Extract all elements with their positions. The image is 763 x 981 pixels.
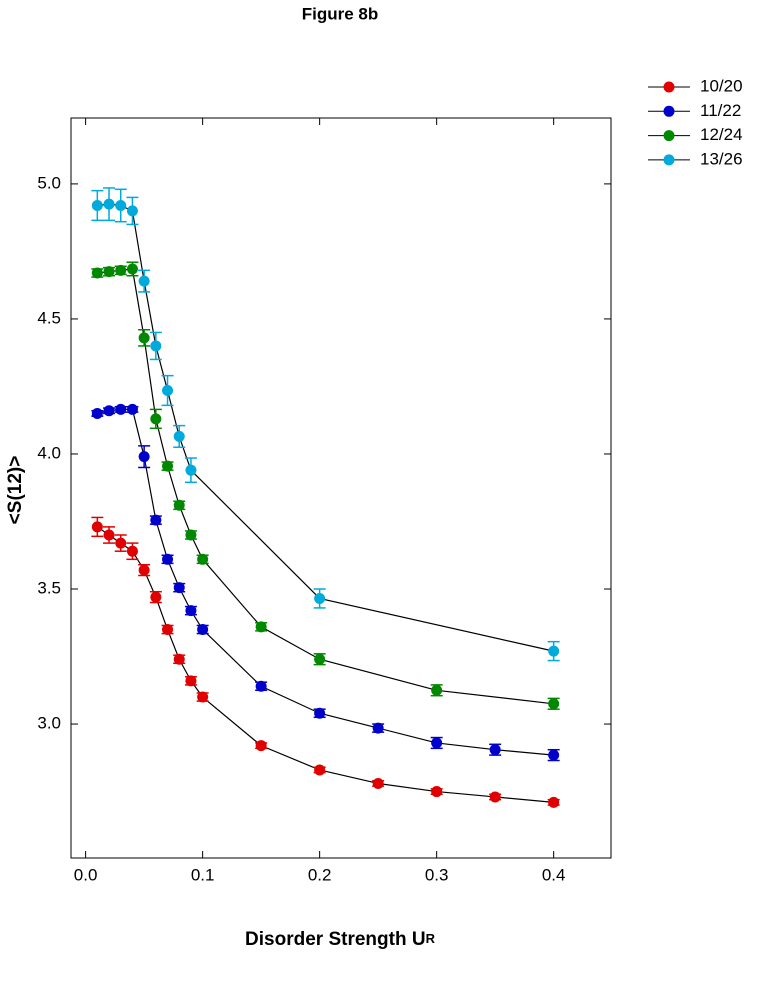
data-point xyxy=(103,529,115,541)
data-point xyxy=(115,537,127,549)
data-point xyxy=(431,684,443,696)
data-point xyxy=(185,529,197,541)
data-point xyxy=(103,198,115,210)
data-point xyxy=(91,200,103,212)
series-line xyxy=(97,408,554,756)
legend-marker xyxy=(663,154,675,166)
x-tick-label: 0.1 xyxy=(191,865,215,884)
legend-label: 10/20 xyxy=(700,76,743,95)
data-point xyxy=(162,385,174,397)
data-point xyxy=(103,405,115,417)
data-point xyxy=(138,275,150,287)
data-point xyxy=(115,200,127,212)
x-tick-label: 0.3 xyxy=(425,865,449,884)
legend-marker xyxy=(663,81,675,93)
x-axis-label-subscript: R xyxy=(426,931,436,946)
plot-frame xyxy=(70,117,612,859)
y-tick-label: 5.0 xyxy=(37,173,61,192)
legend-label: 11/22 xyxy=(700,101,741,120)
x-axis-label: Disorder Strength UR xyxy=(245,929,436,950)
legend-label: 13/26 xyxy=(700,149,743,168)
data-point xyxy=(91,267,103,279)
x-tick-label: 0.4 xyxy=(542,865,566,884)
data-point xyxy=(138,564,150,576)
data-point xyxy=(255,740,267,752)
x-tick-label: 0.0 xyxy=(74,865,98,884)
y-axis-label: <S(12)> xyxy=(5,456,26,525)
data-point xyxy=(314,764,326,776)
chart-title: Figure 8b xyxy=(302,4,379,23)
data-point xyxy=(173,653,185,665)
x-tick-label: 0.2 xyxy=(308,865,332,884)
legend-marker xyxy=(663,130,675,142)
data-point xyxy=(197,691,209,703)
data-point xyxy=(173,430,185,442)
data-point xyxy=(185,464,197,476)
data-point xyxy=(150,591,162,603)
data-point xyxy=(431,737,443,749)
data-point xyxy=(173,499,185,511)
data-point xyxy=(314,653,326,665)
data-point xyxy=(548,645,560,657)
y-tick-label: 4.0 xyxy=(37,443,61,462)
data-point xyxy=(126,545,138,557)
data-point xyxy=(162,624,174,636)
series-line xyxy=(97,203,554,652)
data-point xyxy=(126,205,138,217)
data-point xyxy=(548,698,560,710)
data-point xyxy=(150,514,162,526)
data-point xyxy=(314,707,326,719)
data-point xyxy=(162,460,174,472)
data-point xyxy=(489,791,501,803)
y-tick-label: 4.5 xyxy=(37,308,61,327)
data-point xyxy=(372,777,384,789)
data-point xyxy=(489,744,501,756)
legend-label: 12/24 xyxy=(700,125,743,144)
data-point xyxy=(138,451,150,463)
x-axis-label-text: Disorder Strength U xyxy=(245,929,426,950)
data-point xyxy=(103,266,115,278)
data-point xyxy=(197,553,209,565)
data-point xyxy=(372,722,384,734)
y-tick-label: 3.5 xyxy=(37,578,61,597)
series-line xyxy=(96,526,554,803)
data-point xyxy=(126,263,138,275)
data-point xyxy=(150,413,162,425)
data-point xyxy=(548,749,560,761)
data-point xyxy=(255,621,267,633)
data-point xyxy=(173,582,185,594)
data-point xyxy=(138,332,150,344)
data-point xyxy=(431,786,443,798)
data-point xyxy=(314,592,326,604)
data-point xyxy=(126,403,138,415)
data-point xyxy=(185,605,197,617)
y-tick-label: 3.0 xyxy=(37,714,61,733)
data-point xyxy=(197,624,209,636)
series-line xyxy=(97,268,554,705)
legend-marker xyxy=(663,105,675,117)
data-point xyxy=(91,407,103,419)
data-point xyxy=(162,553,174,565)
data-point xyxy=(255,680,267,692)
data-point xyxy=(115,403,127,415)
data-point xyxy=(150,340,162,352)
data-point xyxy=(548,796,560,808)
data-point xyxy=(115,264,127,276)
data-point xyxy=(91,521,103,533)
data-point xyxy=(185,675,197,687)
